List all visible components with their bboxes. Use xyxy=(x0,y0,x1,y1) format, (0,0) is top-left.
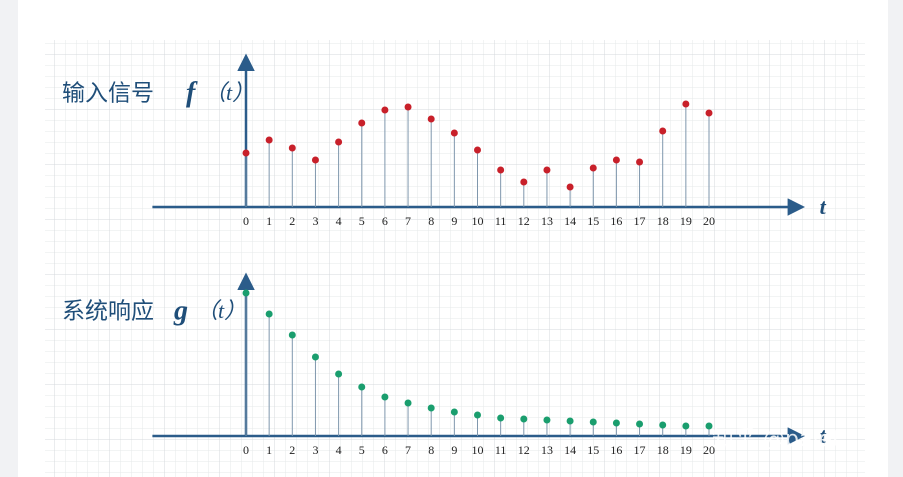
x-tick-label: 19 xyxy=(680,443,692,457)
x-tick-label: 3 xyxy=(312,214,318,228)
stem-marker xyxy=(474,411,481,419)
chart-title: 输入信号 xyxy=(62,80,154,105)
stem-marker xyxy=(335,370,343,378)
stem-marker xyxy=(589,418,597,426)
x-tick-label: 9 xyxy=(451,214,457,228)
x-tick-label: 1 xyxy=(266,443,272,457)
stem-marker xyxy=(612,419,620,427)
grid-paper xyxy=(45,40,865,477)
watermark: 知乎 @palet xyxy=(712,427,841,452)
x-tick-label: 16 xyxy=(610,214,622,228)
stem-marker xyxy=(311,353,319,361)
stem-marker xyxy=(450,129,458,137)
x-tick-label: 18 xyxy=(657,443,669,457)
x-tick-label: 14 xyxy=(564,443,576,457)
x-tick-label: 9 xyxy=(451,443,457,457)
function-name: g xyxy=(173,295,188,326)
x-tick-label: 2 xyxy=(289,214,295,228)
stem-marker xyxy=(242,149,250,157)
stem-marker xyxy=(335,138,343,146)
stem-marker xyxy=(636,420,644,428)
x-tick-label: 13 xyxy=(541,443,553,457)
x-tick-label: 5 xyxy=(359,214,365,228)
x-tick-label: 20 xyxy=(703,443,715,457)
function-argument: （t） xyxy=(196,298,246,323)
x-tick-label: 13 xyxy=(541,214,553,228)
x-tick-label: 12 xyxy=(518,443,530,457)
stem-marker xyxy=(474,146,481,154)
x-tick-label: 15 xyxy=(587,443,599,457)
stem-marker xyxy=(589,164,597,172)
x-tick-label: 11 xyxy=(495,214,507,228)
x-axis-label: t xyxy=(820,194,827,219)
stem-marker xyxy=(265,136,273,144)
x-tick-label: 1 xyxy=(266,214,272,228)
x-tick-label: 17 xyxy=(634,214,646,228)
chart-title: 系统响应 xyxy=(62,298,154,323)
stem-marker xyxy=(242,289,250,297)
x-tick-label: 0 xyxy=(243,443,249,457)
x-tick-label: 2 xyxy=(289,443,295,457)
stem-marker xyxy=(427,404,435,412)
x-tick-label: 10 xyxy=(472,214,484,228)
stem-marker xyxy=(682,100,690,108)
x-tick-label: 18 xyxy=(657,214,669,228)
x-tick-label: 15 xyxy=(587,214,599,228)
x-tick-label: 7 xyxy=(405,214,411,228)
x-tick-label: 7 xyxy=(405,443,411,457)
stem-marker xyxy=(497,166,505,174)
x-tick-label: 4 xyxy=(336,214,342,228)
stem-marker xyxy=(265,310,273,318)
stem-marker xyxy=(427,115,435,123)
stem-marker xyxy=(450,408,458,416)
stem-marker xyxy=(566,417,574,425)
x-tick-label: 14 xyxy=(564,214,576,228)
stem-marker xyxy=(543,416,551,424)
stem-marker xyxy=(705,109,713,117)
stem-marker xyxy=(543,166,551,174)
x-tick-label: 17 xyxy=(634,443,646,457)
x-tick-label: 8 xyxy=(428,214,434,228)
x-tick-label: 0 xyxy=(243,214,249,228)
stem-marker xyxy=(520,415,528,423)
x-tick-label: 8 xyxy=(428,443,434,457)
x-tick-label: 11 xyxy=(495,443,507,457)
stem-marker xyxy=(404,399,412,407)
stem-marker xyxy=(659,127,667,135)
x-tick-label: 20 xyxy=(703,214,715,228)
stem-marker xyxy=(404,103,412,111)
stem-marker xyxy=(381,393,389,401)
stem-marker xyxy=(520,178,528,186)
x-tick-label: 5 xyxy=(359,443,365,457)
stem-marker xyxy=(288,144,296,152)
x-tick-label: 19 xyxy=(680,214,692,228)
x-tick-label: 6 xyxy=(382,214,388,228)
stem-marker xyxy=(612,156,620,164)
stem-marker xyxy=(288,331,296,339)
stem-marker xyxy=(497,414,505,422)
stem-marker xyxy=(311,156,319,164)
x-tick-label: 12 xyxy=(518,214,530,228)
function-argument: （t） xyxy=(204,80,254,105)
stem-marker xyxy=(358,119,366,127)
stem-marker xyxy=(659,421,667,429)
stem-marker xyxy=(381,106,389,114)
function-name: f xyxy=(186,77,198,108)
stem-marker xyxy=(682,422,690,430)
stem-marker xyxy=(358,383,366,391)
x-tick-label: 16 xyxy=(610,443,622,457)
x-tick-label: 3 xyxy=(312,443,318,457)
x-tick-label: 4 xyxy=(336,443,342,457)
stem-marker xyxy=(636,158,644,166)
x-tick-label: 10 xyxy=(472,443,484,457)
x-axis-label: t xyxy=(820,423,827,448)
stem-marker xyxy=(705,422,713,430)
stem-marker xyxy=(566,183,574,191)
x-tick-label: 6 xyxy=(382,443,388,457)
